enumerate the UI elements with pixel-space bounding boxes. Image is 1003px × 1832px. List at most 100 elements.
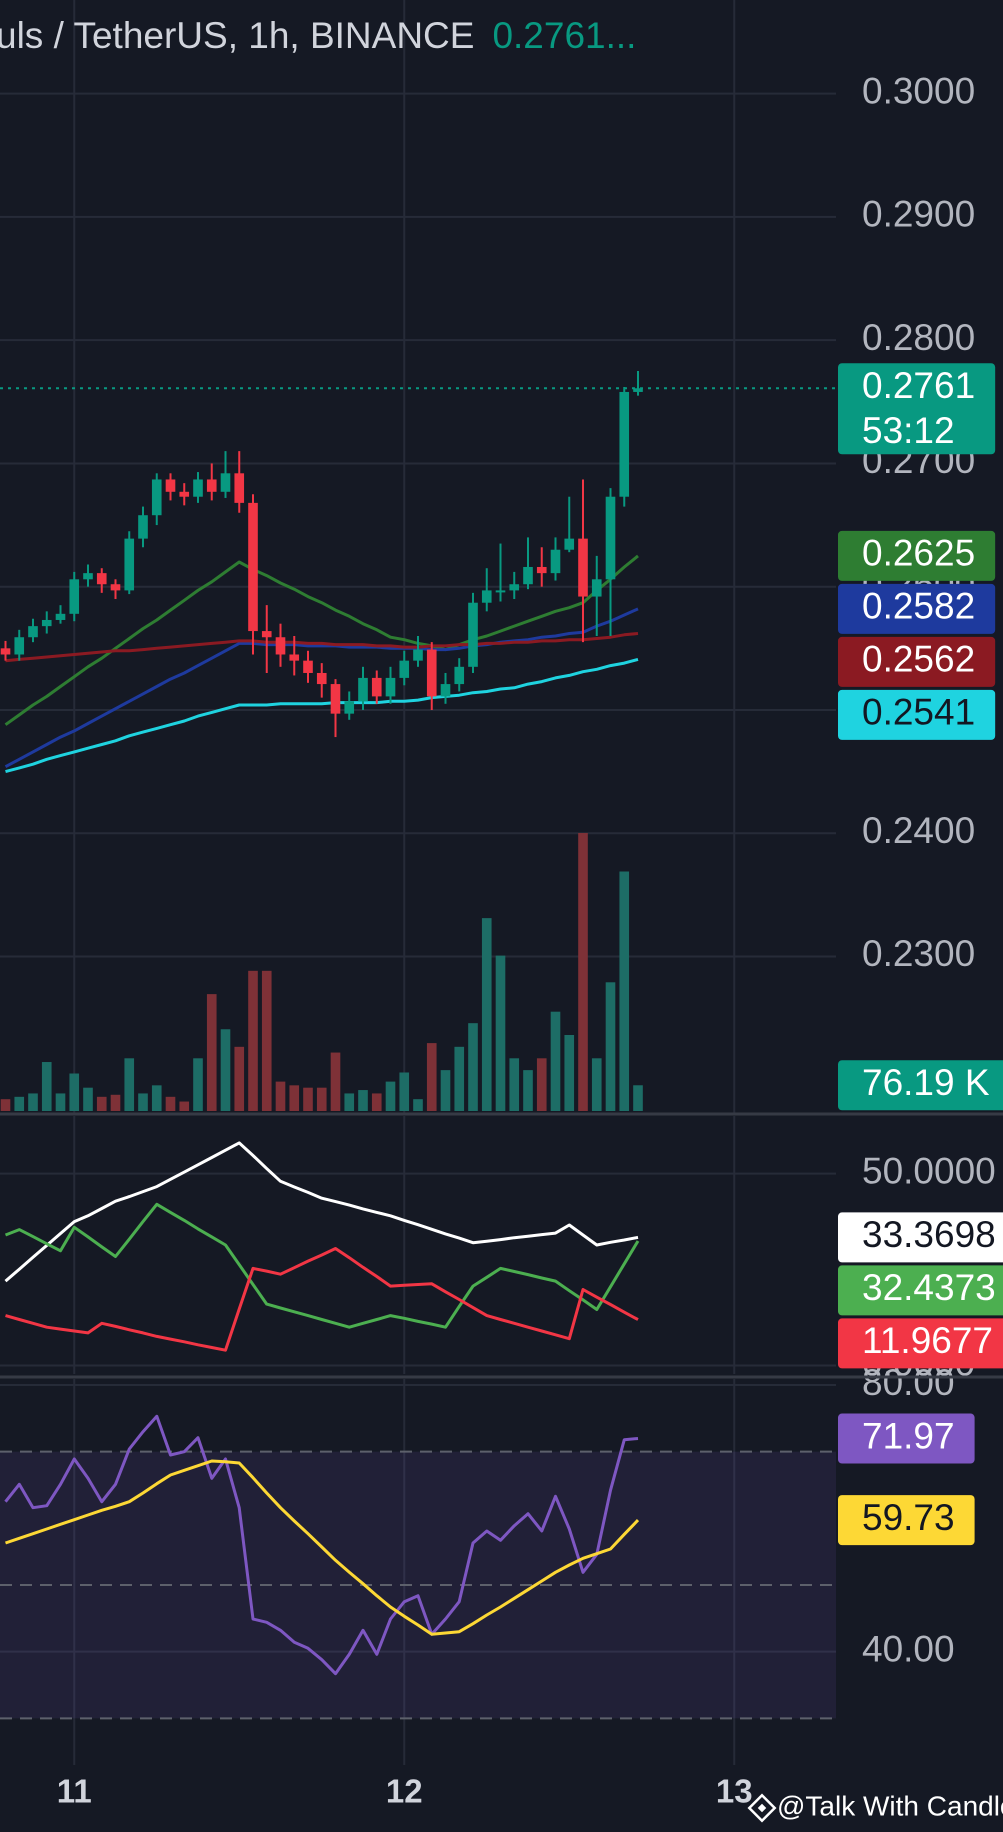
candle-body — [0, 648, 11, 655]
volume-bar — [330, 1052, 341, 1111]
volume-bar — [440, 1070, 451, 1111]
volume-bar — [564, 1034, 575, 1111]
price-label: 71.97 — [862, 1415, 955, 1456]
price-label: 0.2582 — [862, 586, 975, 627]
price-label: 0.2761 — [862, 365, 975, 406]
volume-bar — [83, 1087, 93, 1111]
candle-body — [206, 479, 217, 492]
volume-bar — [426, 1043, 437, 1111]
candle-body — [495, 590, 506, 593]
volume-bar — [371, 1093, 382, 1111]
candle-body — [110, 584, 121, 591]
y-tick-label: 0.2300 — [862, 933, 975, 974]
price-label-box — [838, 1413, 975, 1464]
symbol: uls / TetherUS, 1h, BINANCE — [0, 15, 474, 56]
volume-bar — [509, 1058, 520, 1111]
indicator-line — [5, 1247, 639, 1352]
x-tick-label: 12 — [386, 1773, 423, 1810]
candle-body — [591, 579, 602, 597]
candle-body — [303, 660, 313, 673]
price-label: 76.19 K — [862, 1062, 990, 1103]
price-label: 32.4373 — [862, 1267, 996, 1308]
volume-bar — [193, 1058, 203, 1111]
price-label: 0.2625 — [862, 533, 975, 574]
candle-body — [28, 626, 38, 638]
indicator-line — [5, 632, 639, 663]
price-label: 11.9677 — [862, 1320, 993, 1361]
candle-body — [633, 388, 643, 392]
candle-body — [55, 613, 66, 620]
volume-bar — [316, 1087, 327, 1111]
x-tick-label: 11 — [57, 1773, 92, 1810]
volume-bar — [138, 1093, 148, 1111]
volume-bar — [633, 1085, 643, 1111]
indicator-line — [4, 1141, 639, 1283]
price-label: 53:12 — [862, 410, 955, 451]
candle-body — [124, 538, 135, 591]
price-label: 33.3698 — [862, 1214, 996, 1255]
price-label-box — [838, 583, 996, 634]
y-tick-label: 0.3000 — [862, 70, 975, 111]
price-label-box — [838, 1265, 1003, 1316]
candle-body — [14, 637, 25, 655]
candle-body — [165, 479, 176, 492]
volume-bar — [481, 918, 492, 1111]
candle-body — [523, 566, 533, 585]
candle-body — [193, 479, 203, 497]
volume-bar — [179, 1101, 190, 1111]
price-label: 0.2562 — [862, 639, 975, 680]
volume-bar — [0, 1099, 11, 1111]
volume-bar — [55, 1093, 66, 1111]
candle-body — [426, 649, 437, 697]
candle-body — [440, 684, 451, 697]
price-label-box — [838, 636, 996, 687]
volume-bar — [591, 1058, 602, 1111]
candle-body — [550, 549, 561, 574]
line-layer — [0, 387, 836, 1676]
volume-bar — [165, 1096, 176, 1111]
volume-bar — [41, 1062, 52, 1111]
volume-bar — [454, 1046, 465, 1111]
volume-bar — [275, 1081, 286, 1111]
volume-bar — [605, 982, 616, 1111]
volume-bar — [619, 871, 630, 1111]
symbol-title: uls / TetherUS, 1h, BINANCE 0.2761... — [0, 15, 636, 56]
candle-body — [261, 631, 272, 638]
volume-bar — [413, 1099, 423, 1111]
candle-body — [413, 649, 423, 661]
volume-bar — [303, 1087, 313, 1111]
y-tick-label: 80.00 — [862, 1362, 955, 1403]
candle-body — [69, 579, 80, 614]
candle-body — [138, 515, 148, 539]
indicator-line — [4, 1202, 640, 1329]
volume-bar — [385, 1081, 396, 1111]
indicator-line — [5, 657, 639, 774]
volume-bar — [468, 1023, 478, 1111]
volume-bar — [289, 1085, 300, 1111]
x-tick-label: 13 — [716, 1773, 753, 1810]
candle-body — [96, 573, 107, 585]
candle-body — [385, 677, 396, 697]
candle-body — [179, 491, 190, 497]
volume-bar — [358, 1090, 368, 1111]
candle-body — [330, 684, 341, 714]
candle-body — [468, 602, 478, 667]
candle-body — [399, 660, 410, 678]
y-tick-label: 0.2800 — [862, 317, 975, 358]
volume-bar — [550, 1011, 561, 1111]
volume-layer — [0, 832, 643, 1111]
y-tick-label: 50.0000 — [862, 1150, 996, 1191]
candle-body — [536, 566, 547, 574]
candle-body — [248, 502, 258, 632]
candle-body — [509, 584, 520, 591]
candle-body — [275, 637, 286, 655]
candle-body — [358, 677, 368, 702]
candle-body — [481, 590, 492, 603]
volume-bar — [28, 1093, 38, 1111]
price-label-box — [838, 1495, 975, 1546]
volume-bar — [495, 955, 506, 1111]
candle-body — [619, 391, 630, 497]
